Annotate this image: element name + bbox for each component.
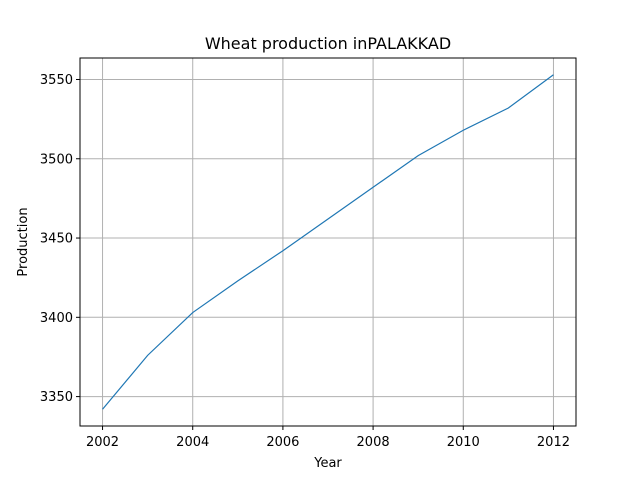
y-tick-label: 3550	[40, 73, 73, 88]
x-tick-label: 2002	[86, 435, 119, 450]
x-tick-label: 2012	[537, 435, 570, 450]
y-tick-label: 3400	[40, 311, 73, 326]
x-axis-label: Year	[313, 456, 342, 471]
y-tick-label: 3450	[40, 232, 73, 247]
x-tick-label: 2010	[447, 435, 480, 450]
chart-title: Wheat production inPALAKKAD	[205, 34, 451, 53]
series-layer	[102, 74, 554, 410]
x-tick-label: 2008	[357, 435, 390, 450]
y-tick-label: 3350	[40, 390, 73, 405]
grid-lines	[80, 58, 576, 426]
y-tick-label: 3500	[40, 152, 73, 167]
y-axis-ticks: 3350 3400 3450 3500 3550	[40, 73, 80, 405]
series-line	[102, 74, 554, 410]
y-axis-label: Production	[16, 207, 31, 276]
plot-frame	[79, 57, 577, 427]
x-axis-ticks: 2002 2004 2006 2008 2010 2012	[86, 426, 570, 450]
x-tick-label: 2006	[266, 435, 299, 450]
x-tick-label: 2004	[176, 435, 209, 450]
